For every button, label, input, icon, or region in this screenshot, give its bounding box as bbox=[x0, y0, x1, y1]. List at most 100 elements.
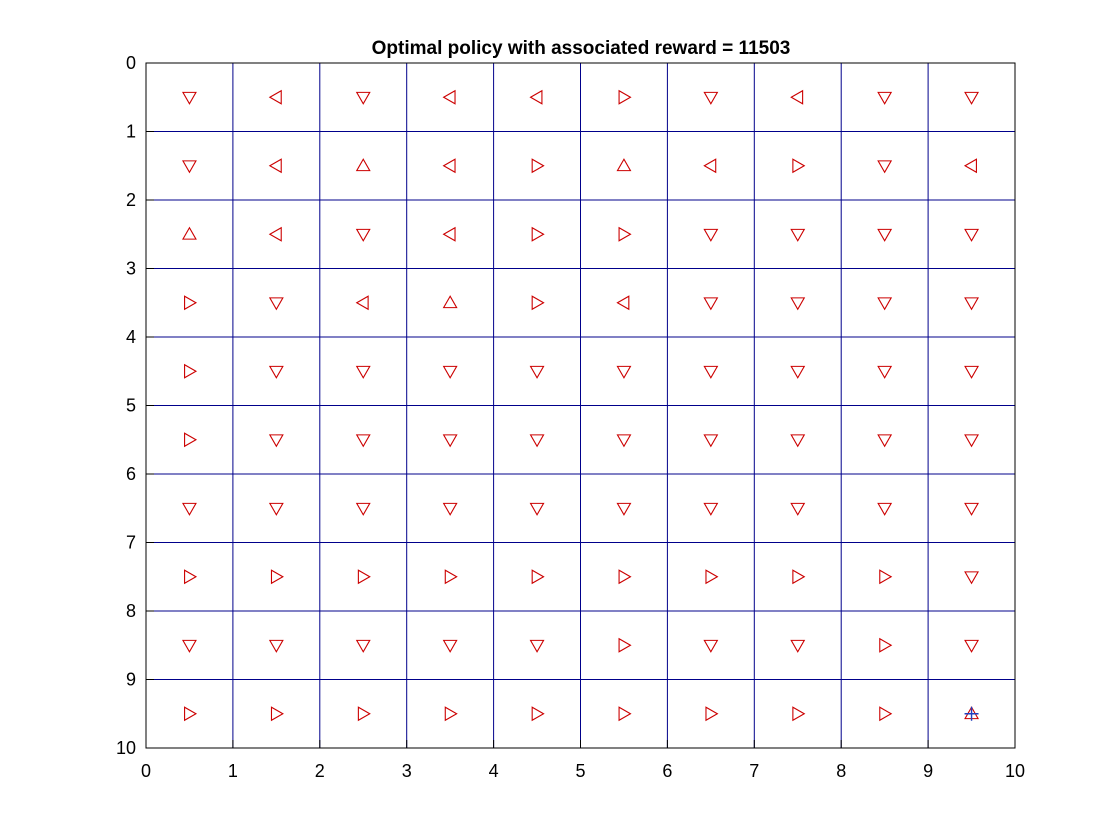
policy-arrow-right-icon bbox=[879, 637, 893, 653]
x-tick-label: 8 bbox=[836, 761, 846, 781]
policy-arrow-right-icon bbox=[879, 569, 893, 585]
policy-arrow-down-icon bbox=[877, 365, 893, 379]
x-tick-label: 6 bbox=[662, 761, 672, 781]
policy-arrow-right-icon bbox=[184, 706, 198, 722]
policy-arrow-right-icon bbox=[618, 706, 632, 722]
policy-arrow-right-icon bbox=[184, 363, 198, 379]
policy-arrow-left-icon bbox=[442, 158, 456, 174]
policy-arrow-down-icon bbox=[964, 502, 979, 516]
policy-arrow-down-icon bbox=[964, 639, 979, 653]
policy-arrow-down-icon bbox=[964, 91, 979, 105]
policy-arrow-right-icon bbox=[531, 226, 545, 242]
policy-arrow-down-icon bbox=[182, 160, 197, 174]
policy-arrow-down-icon bbox=[182, 639, 197, 653]
policy-markers bbox=[182, 89, 979, 722]
policy-arrow-left-icon bbox=[790, 89, 804, 105]
policy-arrow-right-icon bbox=[705, 706, 719, 722]
policy-arrow-down-icon bbox=[442, 365, 458, 379]
policy-arrow-down-icon bbox=[442, 434, 458, 448]
policy-arrow-down-icon bbox=[877, 434, 893, 448]
x-tick-label: 10 bbox=[1005, 761, 1025, 781]
x-tick-label: 9 bbox=[923, 761, 933, 781]
policy-arrow-left-icon bbox=[442, 89, 456, 105]
policy-arrow-down-icon bbox=[964, 571, 979, 585]
y-tick-label: 5 bbox=[126, 396, 136, 416]
policy-arrow-left-icon bbox=[355, 295, 369, 311]
policy-arrow-down-icon bbox=[703, 297, 719, 311]
policy-arrow-down-icon bbox=[442, 502, 458, 516]
policy-arrow-down-icon bbox=[268, 434, 284, 448]
policy-arrow-right-icon bbox=[879, 706, 893, 722]
policy-arrow-down-icon bbox=[790, 502, 806, 516]
x-tick-label: 2 bbox=[315, 761, 325, 781]
policy-arrow-right-icon bbox=[444, 569, 458, 585]
x-tick-label: 4 bbox=[489, 761, 499, 781]
policy-arrow-up-icon bbox=[182, 226, 197, 240]
policy-arrow-down-icon bbox=[355, 434, 371, 448]
policy-arrow-right-icon bbox=[357, 706, 371, 722]
policy-arrow-right-icon bbox=[531, 158, 545, 174]
y-tick-label: 0 bbox=[126, 53, 136, 73]
policy-arrow-down-icon bbox=[790, 297, 806, 311]
policy-arrow-down-icon bbox=[616, 434, 632, 448]
policy-arrow-down-icon bbox=[790, 365, 806, 379]
policy-arrow-left-icon bbox=[268, 158, 282, 174]
x-tick-label: 1 bbox=[228, 761, 238, 781]
policy-arrow-right-icon bbox=[792, 706, 806, 722]
policy-arrow-down-icon bbox=[355, 502, 371, 516]
policy-arrow-up-icon bbox=[355, 158, 371, 172]
y-tick-label: 8 bbox=[126, 601, 136, 621]
policy-arrow-down-icon bbox=[964, 365, 979, 379]
policy-arrow-down-icon bbox=[529, 434, 545, 448]
policy-arrow-down-icon bbox=[703, 502, 719, 516]
policy-arrow-right-icon bbox=[184, 432, 198, 448]
chart-title: Optimal policy with associated reward = … bbox=[372, 38, 791, 59]
x-tick-label: 3 bbox=[402, 761, 412, 781]
policy-arrow-left-icon bbox=[268, 89, 282, 105]
policy-arrow-down-icon bbox=[355, 228, 371, 242]
policy-arrow-down-icon bbox=[529, 639, 545, 653]
policy-arrow-down-icon bbox=[355, 639, 371, 653]
policy-arrow-right-icon bbox=[618, 226, 632, 242]
y-tick-label: 9 bbox=[126, 670, 136, 690]
policy-arrow-down-icon bbox=[790, 434, 806, 448]
grid-lines bbox=[146, 63, 1015, 748]
policy-arrow-right-icon bbox=[618, 637, 632, 653]
policy-arrow-down-icon bbox=[964, 228, 979, 242]
policy-arrow-right-icon bbox=[618, 89, 632, 105]
goal-plus-icon bbox=[964, 706, 979, 721]
policy-arrow-down-icon bbox=[268, 502, 284, 516]
policy-arrow-left-icon bbox=[963, 158, 977, 174]
policy-arrow-down-icon bbox=[703, 91, 719, 105]
policy-arrow-right-icon bbox=[270, 569, 284, 585]
policy-arrow-right-icon bbox=[618, 569, 632, 585]
policy-arrow-up-icon bbox=[616, 158, 632, 172]
policy-arrow-down-icon bbox=[529, 365, 545, 379]
policy-arrow-down-icon bbox=[790, 639, 806, 653]
policy-arrow-down-icon bbox=[442, 639, 458, 653]
y-tick-label: 6 bbox=[126, 464, 136, 484]
policy-arrow-left-icon bbox=[703, 158, 717, 174]
y-tick-label: 10 bbox=[116, 738, 136, 758]
policy-arrow-right-icon bbox=[531, 569, 545, 585]
policy-arrow-down-icon bbox=[355, 365, 371, 379]
policy-arrow-down-icon bbox=[703, 365, 719, 379]
policy-arrow-down-icon bbox=[529, 502, 545, 516]
y-tick-label: 4 bbox=[126, 327, 136, 347]
policy-arrow-right-icon bbox=[357, 569, 371, 585]
policy-arrow-right-icon bbox=[444, 706, 458, 722]
y-tick-label: 2 bbox=[126, 190, 136, 210]
policy-arrow-down-icon bbox=[268, 297, 284, 311]
policy-arrow-left-icon bbox=[616, 295, 630, 311]
policy-arrow-down-icon bbox=[703, 228, 719, 242]
policy-arrow-right-icon bbox=[705, 569, 719, 585]
policy-arrow-down-icon bbox=[877, 91, 893, 105]
policy-arrow-down-icon bbox=[616, 502, 632, 516]
policy-arrow-right-icon bbox=[792, 569, 806, 585]
policy-arrow-left-icon bbox=[442, 226, 456, 242]
policy-arrow-down-icon bbox=[268, 639, 284, 653]
policy-arrow-right-icon bbox=[792, 158, 806, 174]
policy-arrow-down-icon bbox=[964, 434, 979, 448]
policy-arrow-down-icon bbox=[616, 365, 632, 379]
